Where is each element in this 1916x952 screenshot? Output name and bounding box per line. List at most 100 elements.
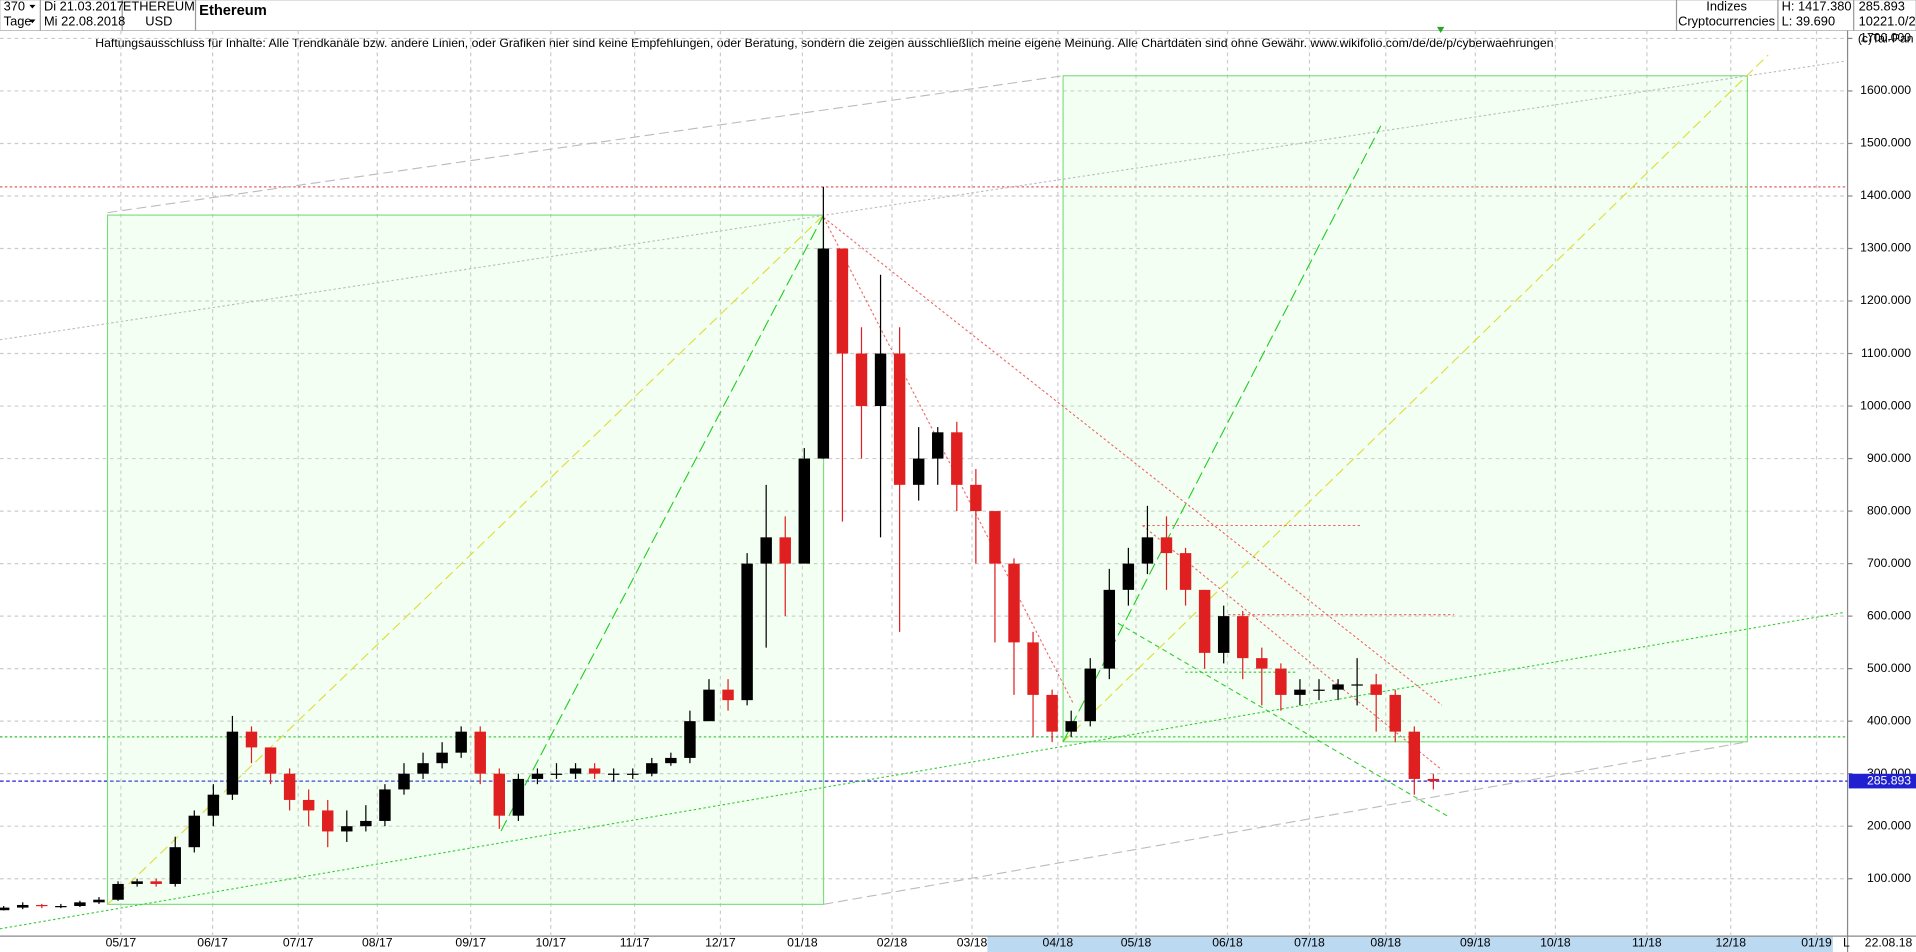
candle-body	[283, 773, 296, 800]
candle-body	[798, 458, 811, 564]
volume-value: 10221.0/2	[1859, 13, 1916, 28]
candle-body	[1027, 642, 1039, 695]
y-tick-label: 800.000	[1867, 503, 1911, 517]
fan-line	[823, 217, 1443, 706]
header-bar	[0, 0, 1916, 31]
candle-body	[264, 747, 277, 774]
x-tick-label: 11/17	[620, 936, 650, 950]
last-value: 285.893	[1859, 0, 1905, 14]
axis-labels: 100.000200.000300.000400.000500.000600.0…	[106, 31, 1916, 950]
range-highlight	[987, 936, 1833, 952]
candle-body	[1046, 694, 1058, 732]
candle-body	[760, 537, 772, 564]
candle-body	[1275, 668, 1287, 695]
x-tick-label: 05/17	[106, 936, 137, 950]
date-to: Mi 22.08.2018	[44, 13, 125, 28]
y-tick-label: 1500.000	[1860, 136, 1911, 150]
x-tick-label: 02/18	[877, 936, 908, 950]
candle-body	[1141, 537, 1154, 564]
candle-body	[588, 768, 601, 774]
trend-line	[107, 75, 1064, 214]
group: Indizes	[1706, 0, 1747, 14]
candle-body	[112, 883, 124, 900]
y-tick-label: 1600.000	[1860, 83, 1911, 97]
y-tick-label: 1300.000	[1860, 241, 1911, 255]
y-tick-label: 200.000	[1867, 818, 1911, 832]
x-tick-label: 07/17	[283, 936, 314, 950]
candle-body	[1084, 668, 1096, 722]
candle-body	[36, 904, 48, 907]
candle-body	[1313, 689, 1325, 691]
candle-body	[665, 757, 677, 764]
candle-body	[1198, 589, 1211, 653]
candle-body	[836, 248, 849, 354]
x-tick-label: 06/18	[1212, 936, 1243, 950]
x-tick-label: 01/18	[787, 936, 818, 950]
candle-body	[893, 353, 906, 485]
bottom-date: 22.08.18	[1865, 936, 1913, 950]
candle-body	[951, 432, 963, 485]
copyright: (c)Tai-Pan	[1858, 31, 1914, 45]
candle-body	[1217, 616, 1230, 653]
candle-body	[245, 731, 258, 748]
y-tick-label: 600.000	[1867, 608, 1911, 622]
candle-body	[1122, 563, 1135, 590]
x-tick-label: 09/17	[455, 936, 486, 950]
candle-body	[417, 763, 429, 774]
y-tick-label: 1700.000	[1860, 31, 1911, 45]
candle-body	[855, 353, 868, 407]
x-tick-label: 12/18	[1715, 936, 1746, 950]
trend-line	[823, 741, 1748, 905]
x-tick-label: 12/17	[705, 936, 736, 950]
candle-body	[1389, 694, 1401, 732]
candle-body	[817, 248, 830, 459]
candle-body	[341, 826, 353, 832]
x-tick-label: 06/17	[197, 936, 228, 950]
candle-body	[0, 907, 10, 911]
candle-body	[360, 820, 372, 827]
channel-line	[1117, 622, 1449, 817]
candle-body	[169, 847, 181, 884]
count-select[interactable]: 370	[4, 0, 25, 14]
period-select[interactable]: Tage	[4, 13, 32, 28]
candle-body	[322, 810, 334, 832]
candle-body	[302, 799, 315, 811]
subtitle: Haftungsausschluss für Inhalte: Alle Tre…	[95, 36, 1553, 50]
y-tick-label: 1100.000	[1861, 346, 1911, 360]
candle-body	[512, 778, 525, 816]
x-tick-label: 10/18	[1540, 936, 1571, 950]
last-price-label: 285.893	[1867, 773, 1911, 787]
candle-body	[17, 904, 29, 908]
annotations	[0, 54, 1846, 930]
dropdown-arrow	[29, 19, 36, 24]
y-tick-label: 1200.000	[1860, 293, 1911, 307]
candle-body	[150, 881, 162, 884]
candle-body	[74, 902, 86, 907]
candle-body	[684, 721, 696, 758]
high-value: H: 1417.380	[1782, 0, 1852, 14]
marker	[1437, 26, 1445, 33]
x-tick-label: 07/18	[1294, 936, 1325, 950]
x-tick-label: 10/17	[535, 936, 566, 950]
x-tick-label: 05/18	[1121, 936, 1152, 950]
candle-body	[569, 768, 582, 774]
candle-body	[1332, 684, 1344, 690]
candle-body	[379, 789, 391, 821]
trend-line	[0, 611, 1846, 930]
candle-body	[398, 773, 410, 790]
candle-body	[1237, 616, 1249, 659]
chart-title: Ethereum	[199, 3, 267, 19]
diag-line	[1062, 125, 1382, 743]
trend-line	[0, 60, 1846, 341]
x-tick-label: 04/18	[1043, 936, 1074, 950]
y-tick-label: 400.000	[1867, 713, 1911, 727]
dropdown-arrow	[29, 4, 36, 9]
y-tick-label: 900.000	[1867, 451, 1911, 465]
x-tick-label: 01/19	[1801, 936, 1832, 950]
fan-line	[823, 217, 1074, 703]
x-tick-label: 11/18	[1632, 936, 1662, 950]
candle-body	[1065, 721, 1077, 732]
candle-body	[627, 773, 639, 775]
bottom-flag: L	[1843, 936, 1850, 950]
